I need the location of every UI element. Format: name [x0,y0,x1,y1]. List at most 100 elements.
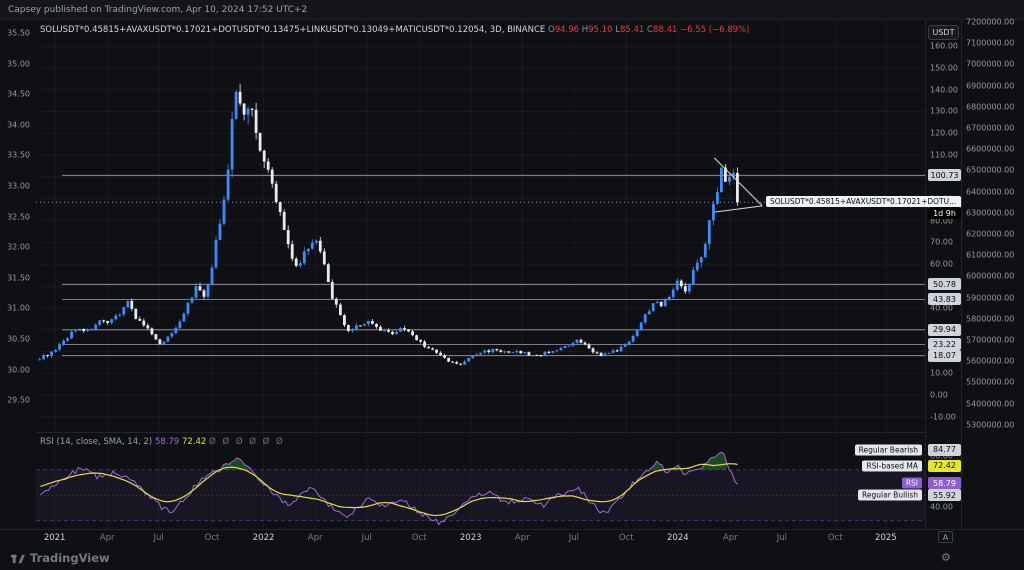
left-axis-tick: 32.50 [7,212,30,222]
far-axis-tick: 5300000.00 [966,420,1015,430]
far-axis-tick: 5700000.00 [966,335,1015,345]
rsi-value-badge: 84.77 [928,443,961,456]
rsi-ma-value: 72.42 [182,437,207,447]
rsi-panel-label: Regular Bullish [858,489,922,501]
time-axis-label: Jul [568,533,579,543]
high-value: 95.10 [588,25,613,35]
far-axis-tick: 6500000.00 [966,165,1015,175]
rsi-value-badge: 55.92 [928,489,961,502]
left-axis-tick: 35.50 [7,28,30,38]
price-level-badge: 43.83 [928,293,961,306]
rsi-legend[interactable]: RSI (14, close, SMA, 14, 2) 58.79 72.42 … [40,437,285,447]
price-axis-tick: 140.00 [930,85,958,95]
left-axis-tick: 35.00 [7,59,30,69]
rsi-divergence-dots: Ø Ø Ø Ø Ø Ø [209,437,285,447]
time-axis-label: Oct [618,533,634,543]
far-axis-tick: 5800000.00 [966,314,1015,324]
rsi-panel-label: RSI [901,477,922,489]
left-axis-tick: 30.00 [7,365,30,375]
price-axis-tick: 80.00 [930,216,953,226]
tradingview-logo-text: TradingView [30,551,110,565]
high-label: H [581,25,589,35]
publish-header-text: Capsey published on TradingView.com, Apr… [8,4,308,15]
price-level-badge: 29.94 [928,323,961,336]
far-axis-tick: 7200000.00 [966,17,1015,27]
settings-gear-icon[interactable]: ⚙ [941,551,951,564]
symbol-title[interactable]: SOLUSDT*0.45815+AVAXUSDT*0.17021+DOTUSDT… [40,25,546,35]
time-axis[interactable]: 2021 Apr Jul Oct 2022 Apr Jul Oct 2023 Apr Jul Oct 2… [0,529,1024,546]
left-axis-tick: 29.50 [7,395,30,405]
time-axis-label: Oct [827,533,843,543]
right-price-axis[interactable]: 160.00 150.00 140.00 130.00 120.00 110.00 100.… [925,20,962,529]
rsi-pane[interactable]: RSI (14, close, SMA, 14, 2) 58.79 72.42 … [36,432,925,530]
quote-currency-badge[interactable]: USDT [928,25,959,40]
price-axis-tick: 0.00 [930,390,948,400]
time-axis-label: Apr [514,533,530,543]
time-axis-label: Jul [153,533,164,543]
rsi-panel-label: Regular Bearish [854,444,922,456]
chart-legend[interactable]: SOLUSDT*0.45815+AVAXUSDT*0.17021+DOTUSDT… [40,25,749,35]
far-axis-tick: 6600000.00 [966,144,1015,154]
time-axis-label: Apr [722,533,738,543]
rsi-axis-tick: 80.00 [930,451,953,461]
close-label: C [646,25,653,35]
price-level-badge: 50.78 [928,278,961,291]
time-axis-label: Oct [411,533,427,543]
time-axis-label: Apr [307,533,323,543]
left-axis-tick: 34.50 [7,89,30,99]
time-axis-label: 2024 [667,533,689,543]
rsi-value: 58.79 [154,437,180,447]
left-price-axis[interactable]: 35.50 35.00 34.50 34.00 33.50 33.00 32.50 32.00… [0,20,34,529]
low-label: L [615,25,620,35]
time-axis-label: 2025 [875,533,897,543]
tradingview-logo[interactable]: TradingView [10,551,110,566]
far-axis-tick: 6200000.00 [966,229,1015,239]
left-axis-tick: 30.50 [7,334,30,344]
rsi-value-badge: 58.79 [928,477,961,490]
rsi-chart-canvas[interactable] [36,433,925,530]
tradingview-logo-icon [10,554,25,563]
price-chart-canvas[interactable] [36,20,925,432]
price-level-badge: 18.07 [928,349,961,362]
far-axis-tick: 6100000.00 [966,250,1015,260]
price-pane[interactable]: SOLUSDT*0.45815+AVAXUSDT*0.17021+DOTUSDT… [36,20,925,432]
price-axis-tick: 120.00 [930,128,958,138]
left-axis-tick: 33.50 [7,150,30,160]
time-axis-label: 2023 [459,533,482,543]
price-axis-tick: 150.00 [930,63,958,73]
time-axis-label: Apr [99,533,115,543]
far-axis-tick: 6000000.00 [966,271,1015,281]
far-axis-tick: 6700000.00 [966,123,1015,133]
footer-bar: TradingView [0,546,1024,570]
rsi-panel-label: RSI-based MA [862,460,922,472]
price-axis-tick: -10.00 [930,412,956,422]
price-axis-tick: 40.00 [930,303,953,313]
price-axis-tick: 160.00 [930,41,958,51]
rsi-value-badge: 72.42 [928,459,961,472]
price-callout-label[interactable]: SOLUSDT*0.45815+AVAXUSDT*0.17021+DOTU... [766,196,961,207]
price-axis-tick: 130.00 [930,106,958,116]
far-axis-tick: 6900000.00 [966,81,1015,91]
far-right-axis[interactable]: 7200000.00 7100000.00 7000000.00 6900000.00… [962,17,1024,529]
auto-scale-button[interactable]: A [938,531,953,543]
price-level-badge: 23.22 [928,338,961,351]
time-axis-label: Jul [361,533,372,543]
price-level-badge: 100.73 [928,169,961,182]
rsi-title[interactable]: RSI (14, close, SMA, 14, 2) [40,437,153,447]
time-axis-label: Jul [776,533,787,543]
far-axis-tick: 6400000.00 [966,187,1015,197]
bar-countdown-badge: 1d 9h [928,207,961,220]
price-axis-tick: 110.00 [930,150,958,160]
low-value: 85.41 [619,25,645,35]
left-axis-tick: 32.00 [7,242,30,252]
price-axis-tick: 70.00 [930,237,953,247]
change-value: −6.55 (−6.89%) [679,25,750,35]
far-axis-tick: 5500000.00 [966,377,1015,387]
left-axis-tick: 34.00 [7,120,30,130]
far-axis-tick: 5400000.00 [966,399,1015,409]
far-axis-tick: 7000000.00 [966,59,1015,69]
far-axis-tick: 7100000.00 [966,38,1015,48]
time-axis-label: 2021 [43,533,66,543]
left-axis-tick: 31.50 [7,273,30,283]
far-axis-tick: 6800000.00 [966,102,1015,112]
